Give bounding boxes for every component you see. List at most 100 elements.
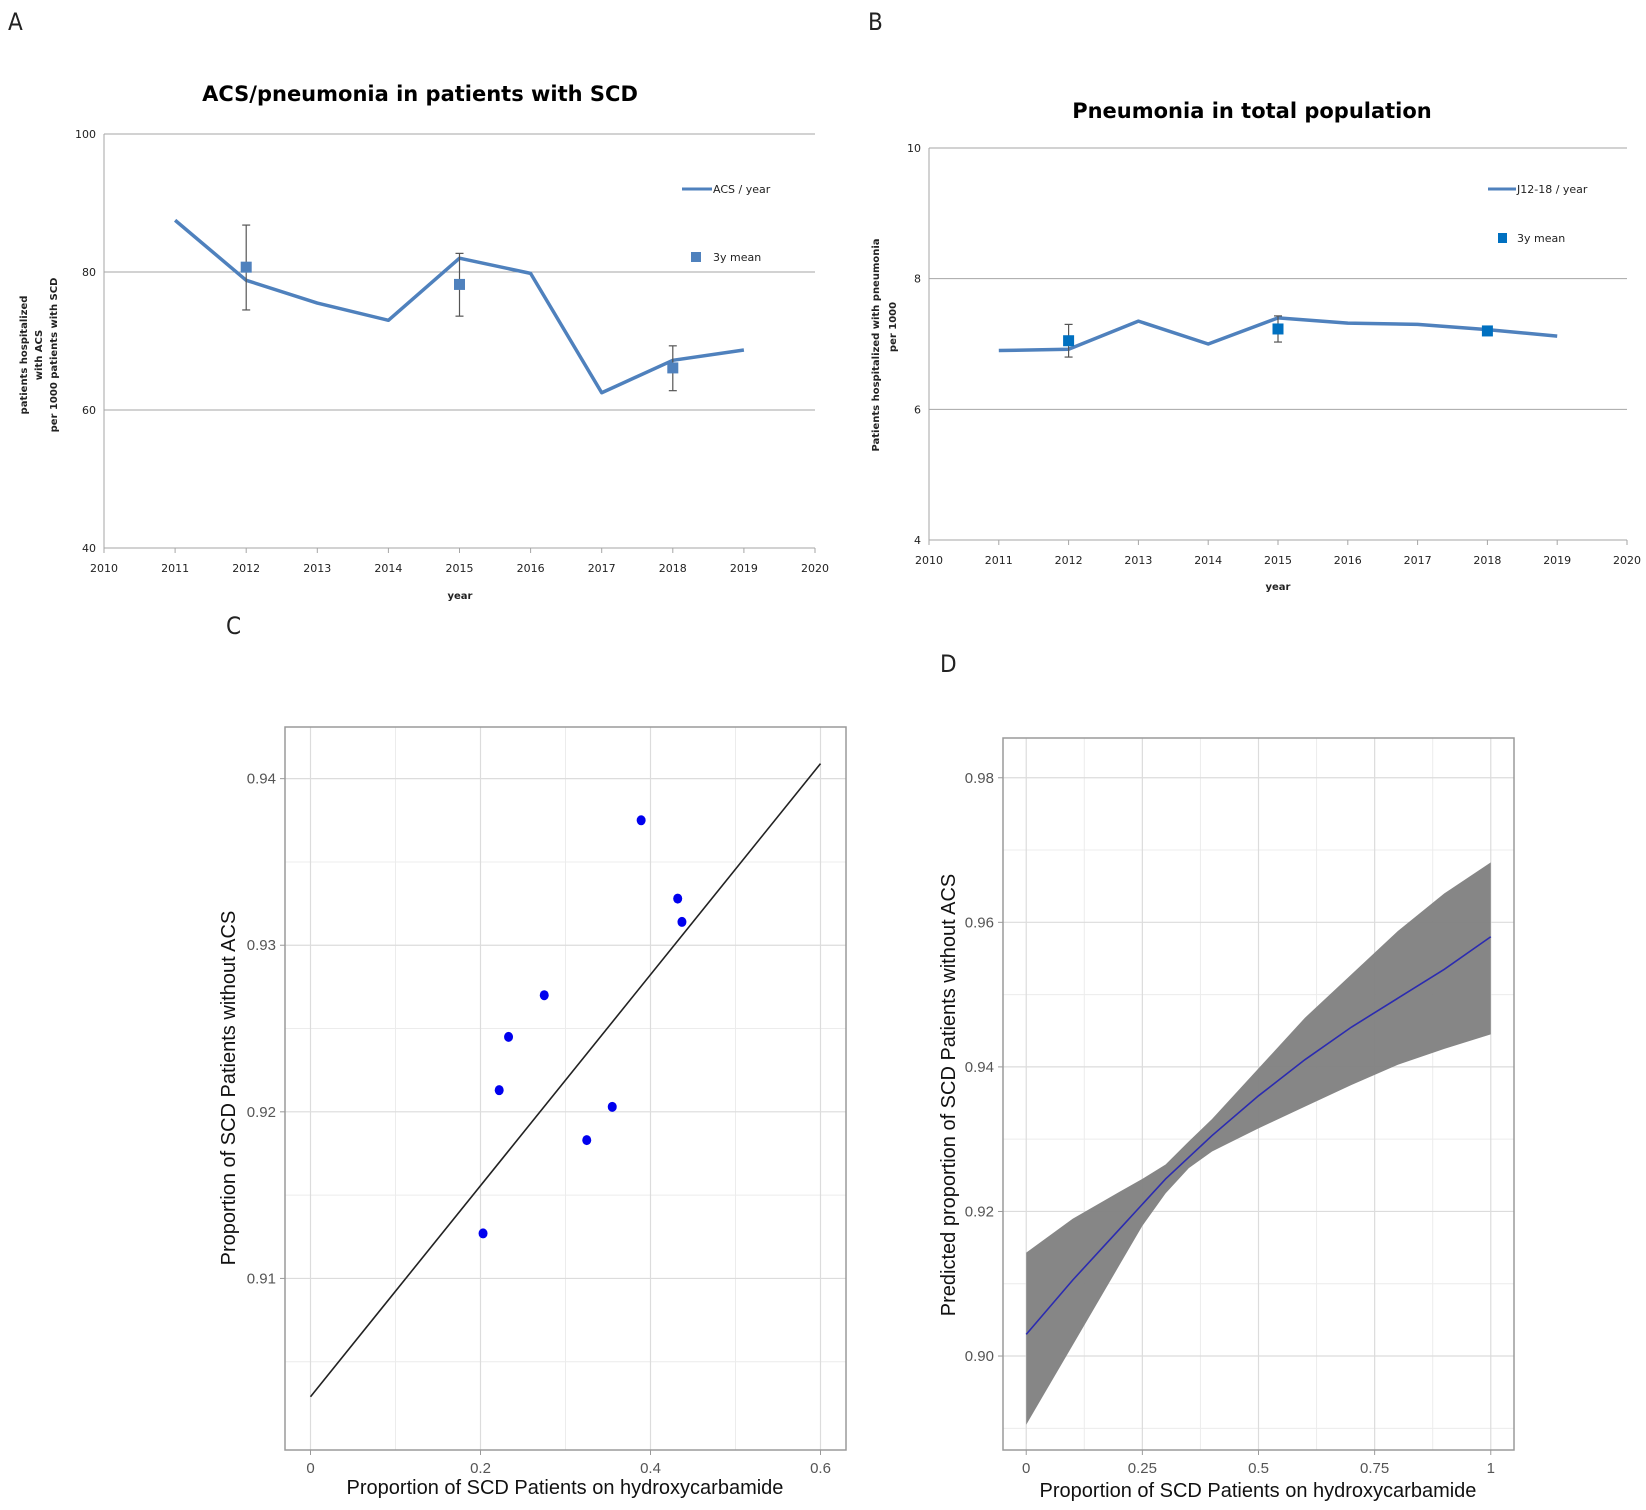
chart-b-y-tick-label: 6 [914, 403, 921, 416]
chart-b-x-tick-label: 2012 [1055, 554, 1083, 567]
chart-a-x-tick-label: 2019 [730, 562, 758, 575]
chart-c-point [636, 815, 646, 826]
chart-b-y-tick-label: 10 [907, 142, 921, 155]
chart-a-y-tick-label: 40 [82, 542, 96, 555]
chart-b-legend-marker-swatch [1498, 233, 1507, 243]
chart-b: Pneumonia in total population 2010 2011 20… [871, 99, 1641, 593]
chart-a-marks [173, 218, 745, 395]
panel-letter-b: B [868, 8, 883, 36]
chart-a-legend-marker-label: 3y mean [713, 251, 761, 264]
chart-c-x-ticks: 0 0.2 0.4 0.6 [306, 1450, 831, 1477]
chart-b-x-tick-label: 2018 [1473, 554, 1501, 567]
chart-b-legend: J12-18 / year 3y mean [1488, 183, 1588, 245]
chart-a: ACS/pneumonia in patients with SCD 2010 2… [19, 82, 829, 602]
chart-d-y-ticks: 0.90 0.92 0.94 0.96 0.98 [965, 770, 1003, 1365]
chart-d-x-ticks: 0 0.25 0.5 0.75 1 [1022, 1450, 1495, 1477]
panel-letter-d: D [940, 650, 957, 678]
chart-a-legend: ACS / year 3y mean [682, 183, 771, 264]
chart-c-y-tick-label: 0.94 [247, 771, 276, 788]
chart-c-fit-line [309, 763, 822, 1398]
chart-b-gridlines [928, 147, 1627, 541]
chart-c-gridlines [285, 727, 846, 1450]
chart-c-x-tick-label: 0.4 [640, 1460, 661, 1477]
chart-b-x-tick-label: 2013 [1124, 554, 1152, 567]
chart-c-x-tick-label: 0.2 [470, 1460, 491, 1477]
chart-d-confidence-band [1026, 862, 1491, 1425]
chart-c-x-tick-label: 0.6 [810, 1460, 831, 1477]
chart-b-legend-marker-label: 3y mean [1517, 232, 1565, 245]
chart-a-y-tick-label: 60 [82, 404, 96, 417]
chart-a-mean-marker [667, 362, 679, 374]
chart-b-x-tick-label: 2016 [1334, 554, 1362, 567]
chart-a-x-tick-label: 2012 [232, 562, 260, 575]
chart-d-y-tick-label: 0.92 [965, 1203, 994, 1220]
chart-d-y-tick-label: 0.96 [965, 914, 994, 931]
chart-d-x-label: Proportion of SCD Patients on hydroxycar… [1040, 1480, 1477, 1502]
chart-a-x-tick-label: 2014 [374, 562, 402, 575]
chart-b-y-ticks: 4 6 8 10 [907, 142, 921, 547]
chart-a-x-tick-label: 2020 [801, 562, 829, 575]
chart-b-x-tick-label: 2014 [1194, 554, 1222, 567]
chart-a-x-tick-label: 2010 [90, 562, 118, 575]
chart-b-x-label: year [1266, 582, 1291, 593]
chart-d-y-tick-label: 0.90 [965, 1348, 994, 1365]
chart-d-x-tick-label: 0.75 [1360, 1460, 1389, 1477]
chart-c-point [582, 1135, 592, 1146]
chart-c-point [673, 893, 683, 904]
chart-b-x-tick-label: 2020 [1613, 554, 1641, 567]
chart-a-x-tick-label: 2018 [659, 562, 687, 575]
chart-a-legend-line-label: ACS / year [713, 183, 771, 196]
chart-b-x-tick-label: 2010 [915, 554, 943, 567]
chart-a-y-label-line-3: per 1000 patients with SCD [49, 278, 60, 433]
chart-a-y-label-line-2: with ACS [34, 330, 45, 381]
chart-c-y-tick-label: 0.92 [247, 1104, 276, 1121]
chart-b-y-tick-label: 4 [914, 534, 921, 547]
chart-c-x-tick-label: 0 [306, 1460, 314, 1477]
chart-d-y-label: Predicted proportion of SCD Patients wit… [938, 874, 960, 1316]
chart-d-x-tick-label: 0.25 [1128, 1460, 1157, 1477]
chart-b-marks [998, 315, 1558, 358]
chart-a-x-tick-label: 2017 [588, 562, 616, 575]
chart-c-point [504, 1031, 514, 1042]
chart-c-point [607, 1101, 617, 1112]
chart-a-title: ACS/pneumonia in patients with SCD [202, 82, 638, 106]
chart-d-marks [1025, 862, 1492, 1425]
chart-c-point [494, 1085, 504, 1096]
chart-a-x-label: year [448, 591, 473, 602]
chart-b-mean-marker [1481, 325, 1493, 337]
chart-d-y-tick-label: 0.94 [965, 1059, 994, 1076]
chart-a-x-tick-label: 2015 [446, 562, 474, 575]
chart-a-x-tick-label: 2013 [303, 562, 331, 575]
chart-a-gridlines [103, 133, 815, 549]
chart-b-x-tick-label: 2017 [1404, 554, 1432, 567]
chart-a-y-tick-label: 100 [75, 128, 96, 141]
chart-b-mean-marker [1063, 335, 1075, 347]
chart-a-x-tick-label: 2016 [517, 562, 545, 575]
chart-a-mean-marker [454, 278, 465, 290]
chart-a-mean-marker [240, 261, 252, 273]
chart-a-x-tick-label: 2011 [161, 562, 189, 575]
chart-c-y-tick-label: 0.91 [247, 1270, 276, 1287]
chart-c-y-ticks: 0.91 0.92 0.93 0.94 [247, 771, 285, 1287]
chart-b-x-tick-label: 2015 [1264, 554, 1292, 567]
chart-b-y-label-line-2: per 1000 [888, 302, 899, 352]
chart-c-point [677, 916, 687, 927]
chart-a-y-ticks: 40 60 80 100 [75, 128, 96, 555]
chart-c-plot-border [284, 726, 847, 1451]
chart-d-x-tick-label: 1 [1487, 1460, 1495, 1477]
chart-b-y-tick-label: 8 [914, 273, 921, 286]
chart-b-x-tick-label: 2011 [985, 554, 1013, 567]
chart-b-title: Pneumonia in total population [1072, 99, 1432, 123]
chart-a-x-ticks: 2010 2011 2012 2013 2014 2015 2016 2017 2018 2019… [90, 548, 829, 575]
chart-c-marks [309, 763, 822, 1398]
chart-b-x-tick-label: 2019 [1543, 554, 1571, 567]
chart-c-y-label: Proportion of SCD Patients without ACS [218, 911, 240, 1266]
chart-d-x-tick-label: 0 [1022, 1460, 1030, 1477]
chart-a-y-label-line-1: patients hospitalized [19, 296, 30, 415]
chart-c-point [539, 990, 549, 1001]
panel-letter-c: C [226, 612, 241, 640]
chart-c-point [478, 1228, 488, 1239]
chart-c-y-tick-label: 0.93 [247, 937, 276, 954]
chart-b-legend-line-label: J12-18 / year [1516, 183, 1588, 196]
